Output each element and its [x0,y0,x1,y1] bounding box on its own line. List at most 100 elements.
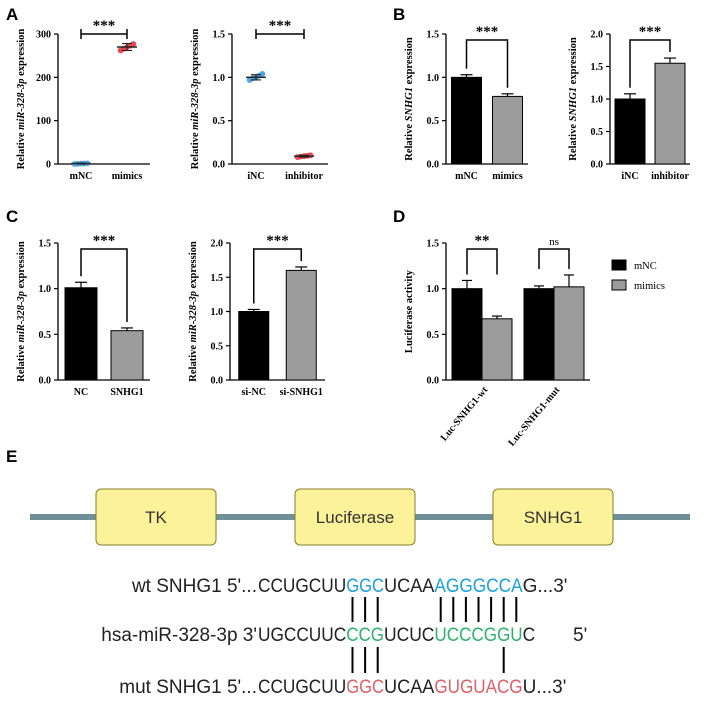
y-axis-label-part: miR-328-3p [16,291,27,342]
x-tick-label: inhibitor [285,171,323,182]
bar [64,287,98,381]
data-point [259,70,266,77]
y-axis-label-part: Relative [404,121,415,160]
significance-bracket [465,39,509,88]
sequence-segment: UCUC [384,625,434,646]
bar [654,62,686,165]
x-tick-label: Luc-SNHG1-mut [506,384,562,448]
chart-d: 0.0 0.5 1.0 1.5 Luciferase activity Luc-SNHG1… [404,233,665,449]
y-axis-label-part: Luciferase activity [404,269,415,353]
y-tick-label: 0.0 [591,160,604,171]
y-axis-label-part: Relative [16,130,27,169]
sequence-segment: GGC [346,677,384,698]
y-axis-label: Relative miR-328-3p expression [188,241,199,382]
x-tick-label: mimics [112,171,143,182]
sequence-label: hsa-miR-328-3p 3' [101,625,257,646]
y-tick-label: 1.5 [39,239,52,250]
construct-box-label: TK [145,508,167,527]
construct-box [95,488,217,546]
construct-box-label: SNHG1 [524,508,583,527]
bar [492,95,523,165]
y-tick-label: 1.5 [591,62,604,73]
y-tick-label: 0 [46,160,51,171]
sequence-label: mut SNHG1 5'... [119,677,257,698]
y-tick-label: 1.5 [427,239,440,250]
panel-letter-b: B [393,5,405,24]
y-tick-label: 1.0 [591,95,604,106]
legend-label: mNC [634,261,657,272]
sequence-segment: G...3' [523,576,568,597]
y-axis-label: Relative miR-328-3p expression [16,241,27,382]
panel-letter-c: C [6,207,18,226]
x-tick-label: si-NC [242,387,266,398]
y-axis-label-part: expression [404,37,415,87]
panel-letters: A B C D E [6,5,405,466]
y-axis-label: Luciferase activity [404,269,415,353]
sequence-segment: UCAA [384,677,435,698]
charts: 0 100 200 300 Relative miR-328-3p expression… [16,18,690,449]
y-axis-label-part: Relative [16,342,27,381]
bar [523,288,555,381]
significance-bracket [80,248,128,322]
x-tick-label: Luc-SNHG1-wt [439,384,491,443]
significance-label: ** [475,233,490,249]
sequence-segment: U...3' [523,677,567,698]
y-axis-label: Relative miR-328-3p expression [16,29,27,170]
significance-bracket [253,248,302,304]
bar [110,330,144,381]
y-tick-label: 0.0 [427,376,440,387]
sequence-segment: 5' [573,625,587,646]
sequence-segment: GUGUACG [434,677,522,698]
sequence-row: mut SNHG1 5'... CCUGCUU GGC UCAA GUGUACG U...… [119,677,566,698]
x-tick-label: iNC [247,171,264,182]
y-axis-label-part: SNHG1 [404,87,415,121]
y-tick-label: 0.5 [427,116,440,127]
sequence-label: wt SNHG1 5'... [131,576,257,597]
y-tick-label: 1.0 [213,73,226,84]
x-tick-label: si-SNHG1 [280,387,323,398]
sequence-row: hsa-miR-328-3p 3' UGCCUUC CCG UCUC UCCCGGU C 5… [101,625,587,646]
y-axis-label-part: expression [16,241,27,291]
y-axis-label-part: expression [568,37,579,87]
y-tick-label: 0.5 [213,116,226,127]
y-axis-label-part: Relative [188,342,199,381]
chart-a1: 0 100 200 300 Relative miR-328-3p expression… [16,18,150,182]
y-axis-label-part: expression [190,29,201,79]
significance-label: *** [266,233,289,249]
y-axis-label-part: expression [16,29,27,79]
y-tick-label: 1.0 [39,284,52,295]
chart-a2: 0.0 0.5 1.0 1.5 Relative miR-328-3p expressi… [190,18,328,182]
y-tick-label: 1.5 [211,273,224,284]
y-axis-label-part: Relative [568,121,579,160]
y-tick-label: 1.5 [213,30,226,41]
bar [553,286,585,381]
sequence-segment: UCAA [384,576,435,597]
y-axis-label: Relative miR-328-3p expression [190,29,201,170]
y-tick-label: 1.0 [427,284,440,295]
x-tick-label: mNC [455,171,478,182]
chart-b1: 0.0 0.5 1.0 1.5 Relative SNHG1 expression mNC… [404,24,528,182]
y-axis-label: Relative SNHG1 expression [404,37,415,161]
y-tick-label: 0.0 [427,160,440,171]
y-tick-label: 0.5 [591,127,604,138]
y-axis-label-part: SNHG1 [568,87,579,121]
y-tick-label: 0.0 [39,376,52,387]
bar [238,311,270,381]
sequence-segment: CCUGCUU [258,576,346,597]
chart-c2: 0.0 0.5 1.0 1.5 2.0 Relative miR-328-3p expre… [188,233,325,398]
bar [614,98,646,165]
x-tick-label: NC [74,387,88,398]
chart-c1: 0.0 0.5 1.0 1.5 Relative miR-328-3p expressi… [16,233,150,398]
significance-bracket [629,39,671,88]
y-tick-label: 2.0 [591,30,604,41]
y-tick-label: 1.0 [211,307,224,318]
sequence-segment: C [523,625,536,646]
panel-letter-d: D [393,207,405,226]
sequence-segment: UCCCGGU [434,625,522,646]
sequence-segment: GGC [346,576,384,597]
y-tick-label: 0.5 [427,330,440,341]
y-tick-label: 0.0 [211,376,224,387]
y-tick-label: 1.0 [427,73,440,84]
construct-box [294,488,416,546]
